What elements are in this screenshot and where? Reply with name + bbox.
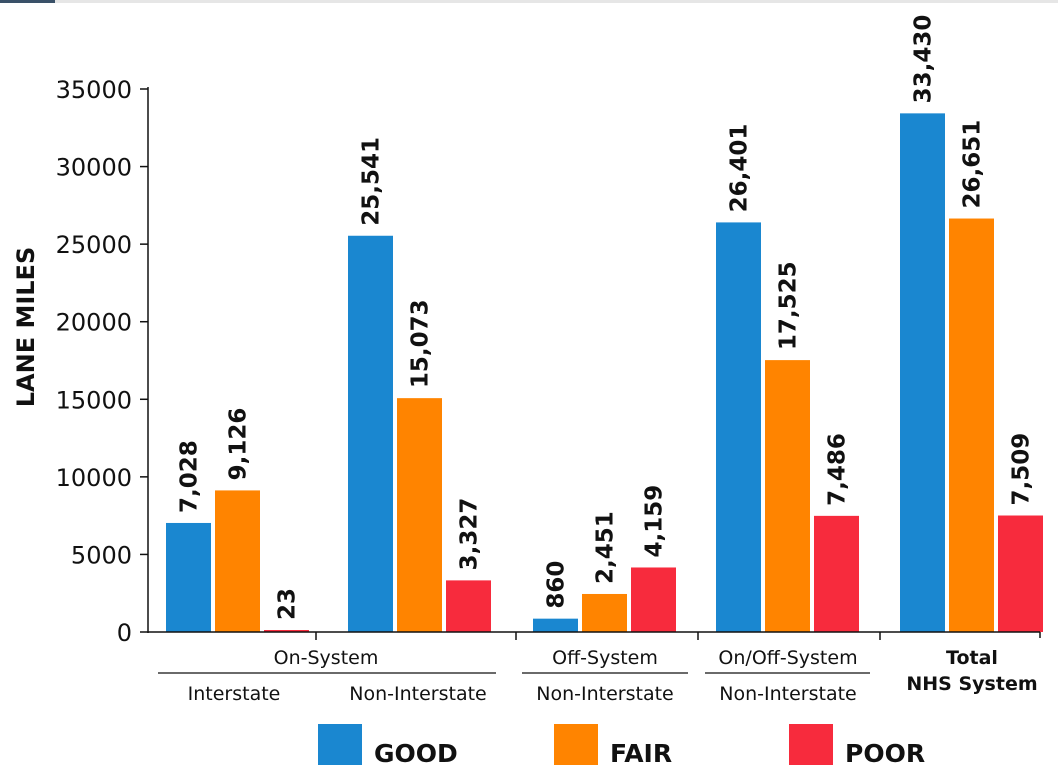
- data-label-poor-4: 7,509: [1009, 433, 1035, 506]
- bar-poor-2: [631, 567, 676, 632]
- bar-poor-4: [998, 515, 1043, 632]
- y-tick-label-4: 20000: [56, 309, 132, 337]
- bar-good-2: [533, 618, 578, 632]
- bar-fair-2: [582, 593, 627, 632]
- legend-swatch-poor: [789, 724, 833, 765]
- data-label-poor-0: 23: [275, 588, 301, 620]
- data-label-good-2: 860: [544, 561, 570, 609]
- bar-poor-1: [446, 580, 491, 632]
- y-tick-label-6: 30000: [56, 154, 132, 182]
- group-label-0: On-System: [274, 647, 379, 669]
- axes: [147, 87, 1041, 640]
- y-axis-label: LANE MILES: [12, 247, 40, 408]
- bar-poor-0: [264, 630, 309, 632]
- y-tick-label-1: 5000: [71, 541, 132, 569]
- data-label-good-4: 33,430: [911, 15, 937, 104]
- bar-fair-3: [765, 360, 810, 632]
- data-label-fair-2: 2,451: [593, 511, 619, 584]
- data-label-good-3: 26,401: [727, 124, 753, 213]
- data-label-poor-3: 7,486: [825, 433, 851, 506]
- subcategory-label-on-system-non-interstate: Non-Interstate: [349, 683, 486, 705]
- legend-label-fair: FAIR: [610, 739, 672, 767]
- subcategory-label-interstate: Interstate: [188, 683, 281, 705]
- y-tick-label-7: 35000: [56, 76, 132, 104]
- category-labels: On-System Interstate Non-Interstate Off-Sys…: [158, 647, 1038, 705]
- data-labels: 7,028 25,541 860 26,401 33,430 9,126 15,073 2,4…: [177, 15, 1035, 620]
- bar-fair-1: [397, 398, 442, 632]
- group-label-3-line-1: NHS System: [906, 673, 1037, 695]
- bar-good-0: [166, 522, 211, 632]
- subcategory-label-off-system-non-interstate: Non-Interstate: [536, 683, 673, 705]
- data-label-fair-0: 9,126: [226, 408, 252, 481]
- legend: GOOD FAIR POOR: [318, 724, 925, 767]
- bar-good-4: [900, 113, 945, 633]
- data-label-good-0: 7,028: [177, 440, 203, 513]
- group-label-3-line-0: Total: [946, 647, 998, 669]
- y-tick-label-5: 25000: [56, 231, 132, 259]
- bar-good-3: [716, 222, 761, 632]
- top-bar-tab: [0, 0, 55, 3]
- legend-swatch-good: [318, 724, 362, 765]
- y-axis-ticks: 0 5000 10000 15000 20000 25000 30000 35000: [56, 76, 148, 647]
- legend-label-good: GOOD: [374, 739, 458, 767]
- data-label-poor-1: 3,327: [457, 498, 483, 571]
- data-label-fair-3: 17,525: [776, 261, 802, 350]
- bars: [166, 113, 1043, 633]
- y-tick-label-3: 15000: [56, 386, 132, 414]
- y-tick-label-0: 0: [117, 619, 132, 647]
- data-label-fair-1: 15,073: [408, 299, 434, 388]
- legend-label-poor: POOR: [845, 739, 925, 767]
- data-label-poor-2: 4,159: [642, 485, 668, 558]
- bar-fair-0: [215, 490, 260, 632]
- subcategory-label-on-off-system-non-interstate: Non-Interstate: [719, 683, 856, 705]
- group-label-2: On/Off-System: [718, 647, 857, 669]
- bar-poor-3: [814, 515, 859, 632]
- y-tick-label-2: 10000: [56, 464, 132, 492]
- top-bar: [0, 0, 1058, 3]
- data-label-good-1: 25,541: [359, 137, 385, 226]
- bar-good-1: [348, 235, 393, 632]
- group-label-1: Off-System: [552, 647, 658, 669]
- y-axis-label-group: LANE MILES: [12, 247, 40, 408]
- bar-fair-4: [949, 218, 994, 632]
- group-label-3: Total NHS System: [906, 647, 1037, 695]
- data-label-fair-4: 26,651: [960, 120, 986, 209]
- legend-swatch-fair: [554, 724, 598, 765]
